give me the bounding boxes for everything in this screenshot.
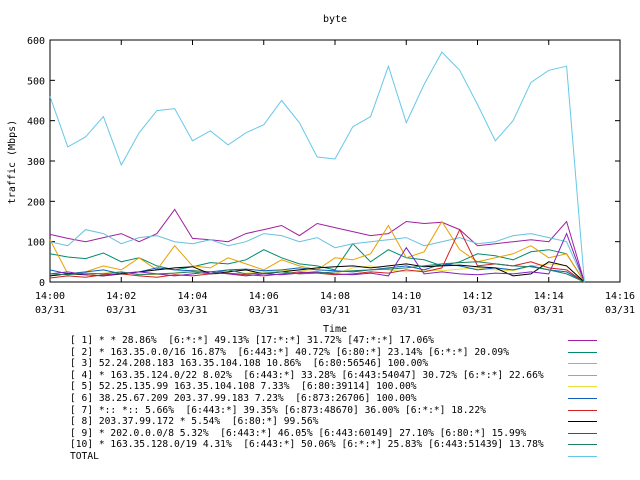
y-tick-label: 300 bbox=[27, 157, 45, 168]
x-ticks: 14:00 03/31 14:02 03/31 14:04 03/31 14:06 03/31… bbox=[35, 40, 635, 316]
legend-swatch bbox=[568, 374, 597, 376]
series-line-11 bbox=[49, 51, 585, 283]
legend-item: [ 3] 52.24.208.183 163.35.104.108 10.86%… bbox=[70, 358, 630, 369]
x-tick-time-label: 14:14 bbox=[534, 291, 564, 302]
chart-title: byte bbox=[323, 14, 347, 25]
legend-swatch bbox=[568, 409, 597, 411]
series-line-9 bbox=[49, 232, 585, 283]
legend-item: [ 8] 203.37.99.172 * 5.54% [6:80:*] 99.5… bbox=[70, 416, 630, 427]
legend-swatch bbox=[568, 432, 597, 434]
y-tick-label: 400 bbox=[27, 117, 45, 128]
legend-label: [ 6] 38.25.67.209 203.37.99.183 7.23% [6… bbox=[70, 393, 417, 404]
legend-label: [ 4] * 163.35.124.0/22 8.02% [6:443:*] 3… bbox=[70, 369, 544, 381]
legend-swatch bbox=[568, 398, 597, 399]
legend-swatch bbox=[568, 421, 597, 423]
series-line-3 bbox=[49, 229, 585, 283]
legend-label: TOTAL bbox=[70, 451, 99, 462]
legend-item: TOTAL bbox=[70, 451, 630, 462]
legend-item: [ 7] *:: *:: 5.66% [6:443:*] 39.35% [6:8… bbox=[70, 405, 630, 416]
x-tick-date-label: 03/31 bbox=[106, 305, 136, 316]
legend-swatch bbox=[568, 456, 597, 457]
x-tick-date-label: 03/31 bbox=[605, 305, 635, 316]
y-tick-label: 500 bbox=[27, 76, 45, 87]
legend-label: [ 8] 203.37.99.172 * 5.54% [6:80:*] 99.5… bbox=[70, 416, 319, 428]
y-ticks: 0 100 200 300 400 500 600 bbox=[27, 36, 620, 289]
legend-item: [ 9] * 202.0.0.0/8 5.32% [6:443:*] 46.05… bbox=[70, 428, 630, 439]
y-tick-label: 0 bbox=[39, 278, 45, 289]
x-tick-time-label: 14:00 bbox=[35, 291, 65, 302]
x-tick-time-label: 14:06 bbox=[249, 291, 279, 302]
y-tick-label: 600 bbox=[27, 36, 45, 47]
x-tick-date-label: 03/31 bbox=[35, 305, 65, 316]
x-tick-time-label: 14:12 bbox=[462, 291, 492, 302]
series-line-1 bbox=[49, 208, 585, 283]
x-tick-time-label: 14:08 bbox=[320, 291, 350, 302]
legend-swatch bbox=[568, 386, 597, 388]
legend-item: [ 6] 38.25.67.209 203.37.99.183 7.23% [6… bbox=[70, 393, 630, 404]
legend-item: [ 5] 52.25.135.99 163.35.104.108 7.33% [… bbox=[70, 381, 630, 392]
series-line-2 bbox=[49, 242, 585, 283]
legend-item: [ 1] * * 28.86% [6:*:*] 49.13% [17:*:*] … bbox=[70, 335, 630, 346]
x-tick-time-label: 14:16 bbox=[605, 291, 635, 302]
x-tick-date-label: 03/31 bbox=[177, 305, 207, 316]
legend-item: [ 4] * 163.35.124.0/22 8.02% [6:443:*] 3… bbox=[70, 370, 630, 381]
legend-swatch bbox=[568, 444, 597, 446]
legend-label: [ 2] * 163.35.0.0/16 16.87% [6:443:*] 40… bbox=[70, 346, 509, 358]
legend-label: [ 9] * 202.0.0.0/8 5.32% [6:443:*] 46.05… bbox=[70, 427, 527, 439]
x-tick-date-label: 03/31 bbox=[320, 305, 350, 316]
x-tick-date-label: 03/31 bbox=[534, 305, 564, 316]
legend-label: [ 5] 52.25.135.99 163.35.104.108 7.33% [… bbox=[70, 381, 417, 393]
legend-item: [ 2] * 163.35.0.0/16 16.87% [6:443:*] 40… bbox=[70, 347, 630, 358]
y-tick-label: 100 bbox=[27, 238, 45, 249]
x-tick-time-label: 14:10 bbox=[391, 291, 421, 302]
plot-frame bbox=[49, 39, 621, 283]
legend-swatch bbox=[568, 363, 597, 365]
series-line-10 bbox=[49, 261, 585, 283]
x-axis-label: Time bbox=[323, 324, 347, 335]
x-tick-date-label: 03/31 bbox=[391, 305, 421, 316]
legend-swatch bbox=[568, 340, 597, 341]
y-tick-label: 200 bbox=[27, 197, 45, 208]
legend-label: [ 3] 52.24.208.183 163.35.104.108 10.86%… bbox=[70, 358, 429, 370]
y-axis-label: traffic (Mbps) bbox=[7, 120, 18, 204]
series-lines bbox=[49, 51, 585, 283]
x-tick-time-label: 14:02 bbox=[106, 291, 136, 302]
x-tick-time-label: 14:04 bbox=[177, 291, 207, 302]
x-tick-date-label: 03/31 bbox=[462, 305, 492, 316]
legend-label: [ 7] *:: *:: 5.66% [6:443:*] 39.35% [6:8… bbox=[70, 404, 486, 416]
legend-label: [ 1] * * 28.86% [6:*:*] 49.13% [17:*:*] … bbox=[70, 335, 434, 346]
legend-item: [10] * 163.35.128.0/19 4.31% [6:443:*] 5… bbox=[70, 439, 630, 450]
legend-label: [10] * 163.35.128.0/19 4.31% [6:443:*] 5… bbox=[70, 439, 544, 451]
x-tick-date-label: 03/31 bbox=[249, 305, 279, 316]
legend-swatch bbox=[568, 351, 597, 353]
